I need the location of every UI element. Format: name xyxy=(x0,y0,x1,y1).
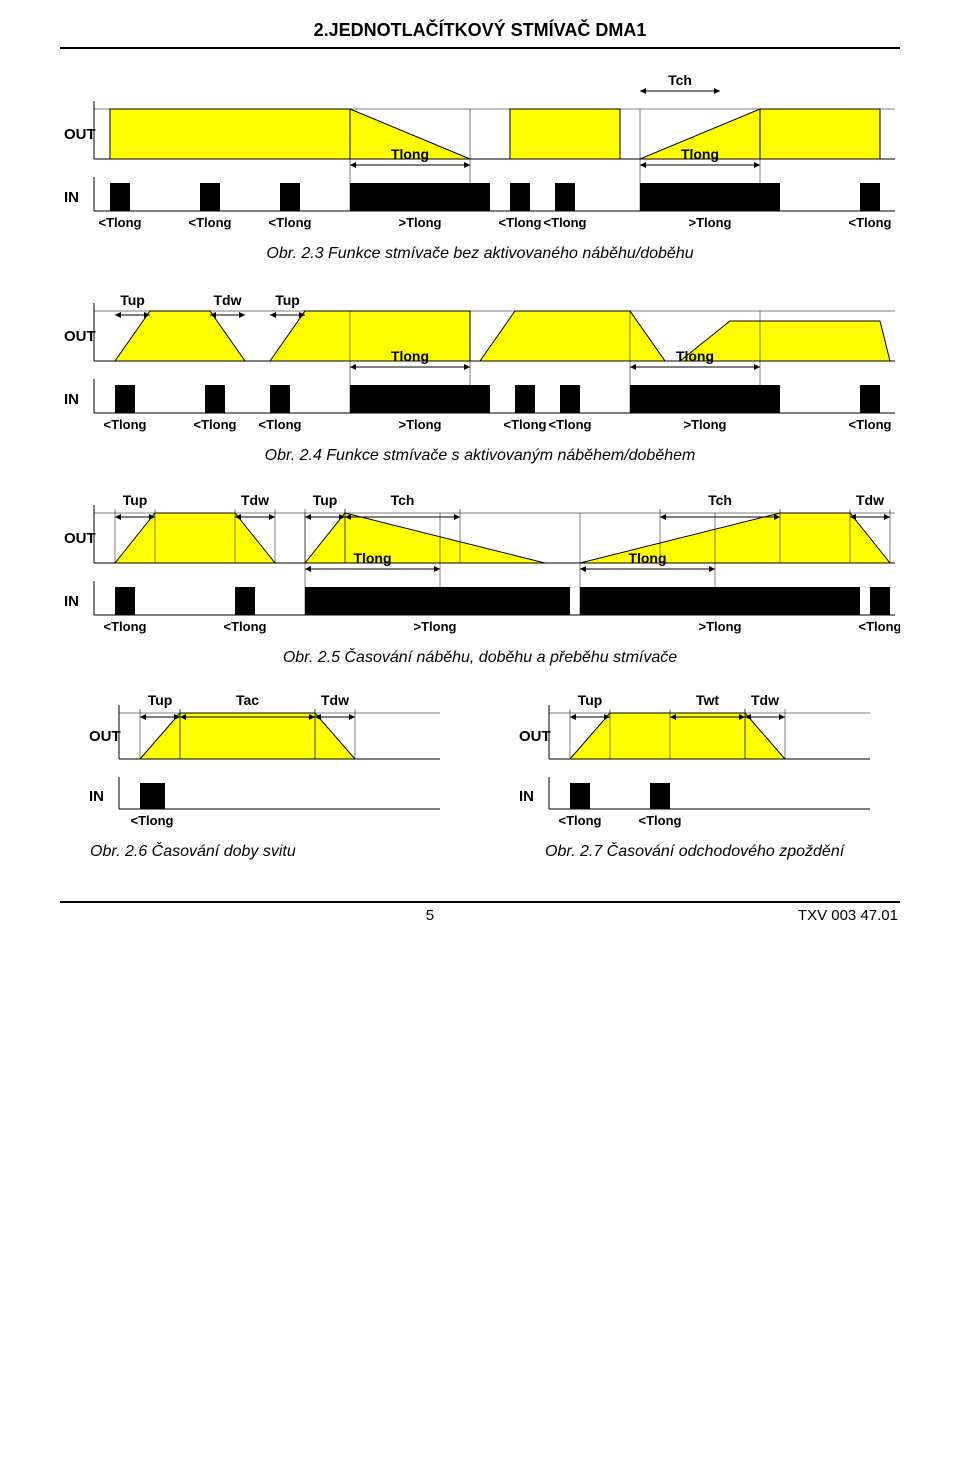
page-number: 5 xyxy=(426,907,434,924)
svg-text:Tlong: Tlong xyxy=(391,348,429,364)
svg-text:<Tlong: <Tlong xyxy=(104,619,147,634)
svg-text:IN: IN xyxy=(89,788,104,805)
svg-text:<Tlong: <Tlong xyxy=(504,417,547,432)
svg-text:Tup: Tup xyxy=(275,292,300,308)
page-title: 2.JEDNOTLAČÍTKOVÝ STMÍVAČ DMA1 xyxy=(60,20,900,41)
svg-text:IN: IN xyxy=(519,788,534,805)
svg-text:<Tlong: <Tlong xyxy=(189,215,232,230)
svg-text:OUT: OUT xyxy=(89,728,121,745)
svg-text:>Tlong: >Tlong xyxy=(399,215,442,230)
svg-text:>Tlong: >Tlong xyxy=(414,619,457,634)
svg-text:<Tlong: <Tlong xyxy=(99,215,142,230)
diagram-pair-26-27: OUT Tup Tac Tdw IN <Tlong OUT Tup Twt Tdw IN <Tlon… xyxy=(60,689,900,833)
svg-text:Tch: Tch xyxy=(708,492,732,508)
svg-text:Tup: Tup xyxy=(120,292,145,308)
caption-2-6: Obr. 2.6 Časování doby svitu xyxy=(60,843,445,861)
svg-text:<Tlong: <Tlong xyxy=(259,417,302,432)
svg-text:<Tlong: <Tlong xyxy=(131,813,174,828)
svg-text:>Tlong: >Tlong xyxy=(689,215,732,230)
diagram-2-7: OUT Tup Twt Tdw IN <Tlong <Tlong xyxy=(515,689,875,833)
svg-text:Tdw: Tdw xyxy=(321,692,349,708)
svg-text:IN: IN xyxy=(64,391,79,408)
svg-text:<Tlong: <Tlong xyxy=(194,417,237,432)
svg-text:Tup: Tup xyxy=(148,692,173,708)
svg-text:<Tlong: <Tlong xyxy=(859,619,900,634)
svg-text:Tlong: Tlong xyxy=(628,550,666,566)
svg-text:OUT: OUT xyxy=(64,126,96,143)
svg-text:Tlong: Tlong xyxy=(391,146,429,162)
caption-2-5: Obr. 2.5 Časování náběhu, doběhu a přebě… xyxy=(60,649,900,667)
svg-text:OUT: OUT xyxy=(64,328,96,345)
caption-2-7: Obr. 2.7 Časování odchodového zpoždění xyxy=(515,843,900,861)
diagram-2-5: OUT Tup Tdw Tup Tch Tch Tdw Tlong Tlong IN <Tlong <… xyxy=(60,487,900,639)
svg-text:>Tlong: >Tlong xyxy=(699,619,742,634)
svg-text:>Tlong: >Tlong xyxy=(684,417,727,432)
svg-text:Tdw: Tdw xyxy=(751,692,779,708)
svg-text:<Tlong: <Tlong xyxy=(559,813,602,828)
svg-text:Tup: Tup xyxy=(313,492,338,508)
svg-text:<Tlong: <Tlong xyxy=(269,215,312,230)
svg-text:<Tlong: <Tlong xyxy=(104,417,147,432)
svg-text:Tdw: Tdw xyxy=(856,492,884,508)
svg-text:>Tlong: >Tlong xyxy=(399,417,442,432)
caption-2-4: Obr. 2.4 Funkce stmívače s aktivovaným n… xyxy=(60,447,900,465)
svg-text:Twt: Twt xyxy=(696,692,719,708)
svg-text:OUT: OUT xyxy=(519,728,551,745)
svg-text:Tup: Tup xyxy=(578,692,603,708)
svg-text:IN: IN xyxy=(64,189,79,206)
svg-text:IN: IN xyxy=(64,593,79,610)
svg-text:Tlong: Tlong xyxy=(681,146,719,162)
svg-text:Tdw: Tdw xyxy=(214,292,242,308)
svg-text:Tlong: Tlong xyxy=(353,550,391,566)
diagram-2-4: OUTTupTupTdwTlongTlongIN<Tlong<Tlong<Tlo… xyxy=(60,285,900,437)
diagram-2-6: OUT Tup Tac Tdw IN <Tlong xyxy=(85,689,445,833)
svg-text:Tup: Tup xyxy=(123,492,148,508)
svg-text:<Tlong: <Tlong xyxy=(499,215,542,230)
svg-text:<Tlong: <Tlong xyxy=(224,619,267,634)
header-rule xyxy=(60,47,900,49)
doc-id: TXV 003 47.01 xyxy=(798,907,898,924)
caption-2-3: Obr. 2.3 Funkce stmívače bez aktivovanéh… xyxy=(60,245,900,263)
svg-text:<Tlong: <Tlong xyxy=(544,215,587,230)
svg-text:Tch: Tch xyxy=(668,72,692,88)
svg-text:Tlong: Tlong xyxy=(676,348,714,364)
svg-text:<Tlong: <Tlong xyxy=(849,215,892,230)
svg-text:<Tlong: <Tlong xyxy=(639,813,682,828)
diagram-2-3: OUTTchTlongTlongIN<Tlong<Tlong<Tlong>Tlo… xyxy=(60,71,900,235)
svg-text:Tac: Tac xyxy=(236,692,259,708)
svg-text:Tdw: Tdw xyxy=(241,492,269,508)
svg-text:OUT: OUT xyxy=(64,530,96,547)
svg-text:Tch: Tch xyxy=(391,492,415,508)
svg-text:<Tlong: <Tlong xyxy=(549,417,592,432)
footer: 5 TXV 003 47.01 xyxy=(60,903,900,924)
svg-text:<Tlong: <Tlong xyxy=(849,417,892,432)
